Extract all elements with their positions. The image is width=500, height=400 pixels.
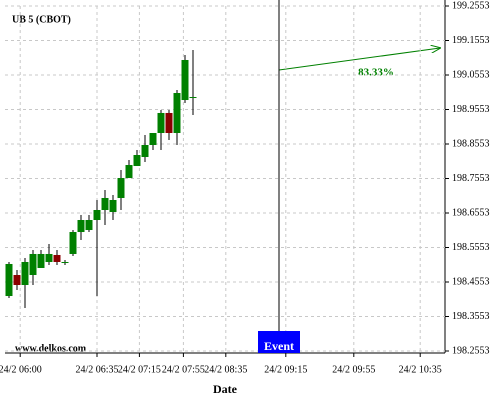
x-tick-label: 24/2 07:15 (118, 364, 161, 375)
y-tick-label: 198.8553 (452, 138, 490, 149)
x-tick-label: 24/2 09:15 (264, 364, 307, 375)
y-tick-label: 198.9553 (452, 104, 490, 115)
x-axis-label: Date (213, 382, 238, 396)
candle-body (189, 97, 197, 99)
candle-body (173, 93, 181, 133)
y-tick-label: 198.4553 (452, 276, 490, 287)
y-tick-label: 199.0553 (452, 69, 490, 80)
candle-body (61, 261, 69, 263)
x-tick-label: 24/2 09:55 (332, 364, 375, 375)
candle-body (181, 59, 189, 101)
candle-body (149, 132, 157, 146)
x-tick-label: 24/2 06:35 (75, 364, 118, 375)
y-tick-label: 198.2553 (452, 345, 490, 356)
y-tick-label: 198.7553 (452, 173, 490, 184)
candle-body (141, 145, 149, 158)
candle-body (13, 274, 21, 286)
candle-body (29, 253, 37, 275)
y-tick-label: 199.2553 (452, 0, 490, 11)
candle-body (101, 197, 109, 210)
watermark: www.delkos.com (15, 343, 87, 354)
candle-body (85, 220, 93, 231)
candle-body (77, 220, 85, 233)
x-tick-label: 24/2 10:35 (399, 364, 442, 375)
candle-body (165, 112, 173, 133)
event-label: Event (264, 339, 294, 353)
y-tick-label: 199.1553 (452, 35, 490, 46)
chart-title: UB 5 (CBOT) (12, 14, 71, 25)
candle-body (45, 253, 53, 262)
y-tick-label: 198.5553 (452, 242, 490, 253)
candle-body (117, 178, 125, 198)
candle-body (5, 263, 13, 297)
candle-body (109, 199, 117, 212)
annotation: 83.33% (358, 67, 394, 79)
candle-body (21, 261, 29, 286)
x-tick-label: 24/2 06:00 (0, 364, 42, 375)
x-tick-label: 24/2 08:35 (204, 364, 247, 375)
candle-body (133, 155, 141, 167)
candle-body (69, 232, 77, 254)
projection-arrow (278, 48, 440, 71)
event-box (258, 331, 300, 353)
y-tick-label: 198.3553 (452, 311, 490, 322)
y-tick-label: 198.6553 (452, 207, 490, 218)
x-tick-label: 24/2 07:55 (162, 364, 205, 375)
candle-body (93, 209, 101, 221)
candle-body (125, 165, 133, 179)
candle-body (37, 253, 45, 268)
candle-body (53, 254, 61, 262)
candle-body (157, 112, 165, 133)
